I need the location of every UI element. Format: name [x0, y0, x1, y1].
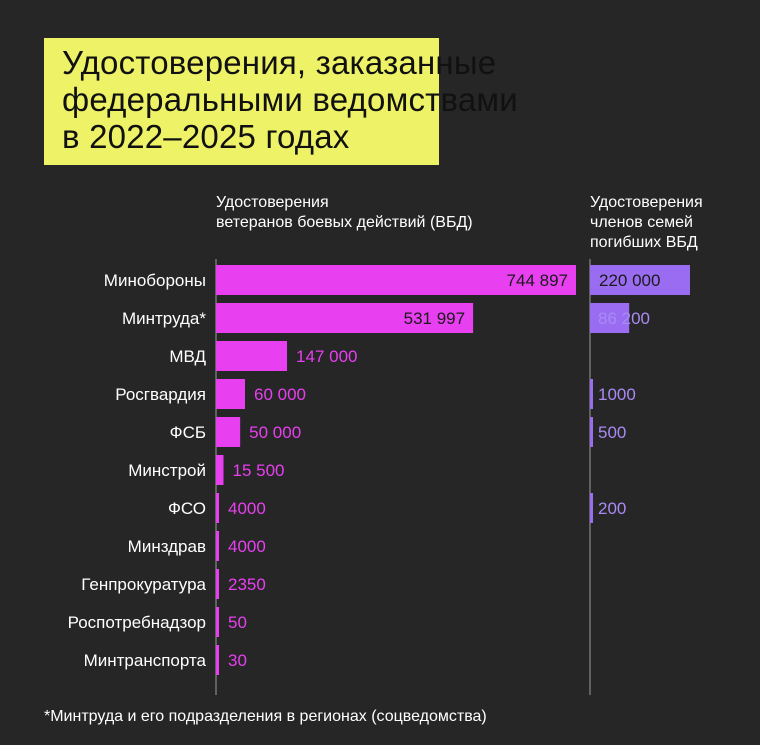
family-header-line-3: погибших ВБД: [590, 234, 698, 251]
family-header-line-2: членов семей: [590, 214, 693, 231]
vbd-value-label: 15 500: [232, 461, 284, 480]
vbd-header-line-2: ветеранов боевых действий (ВБД): [216, 214, 473, 231]
vbd-bar: [216, 417, 241, 447]
title-line-3: в 2022–2025 годах: [62, 118, 350, 155]
category-label: МВД: [169, 347, 206, 366]
vbd-value-label: 30: [228, 651, 247, 670]
family-value-label: 220 000: [599, 271, 660, 290]
vbd-value-label: 50: [228, 613, 247, 632]
category-label: Минтранспорта: [84, 651, 207, 670]
family-column-header: Удостоверения членов семей погибших ВБД: [590, 193, 750, 253]
family-value-label: 86 200: [598, 309, 650, 328]
family-bar: [590, 303, 630, 333]
vbd-bar: [216, 607, 219, 637]
footnote: *Минтруда и его подразделения в регионах…: [44, 708, 487, 725]
vbd-bar: [216, 303, 474, 333]
category-label: Росгвардия: [115, 385, 206, 404]
family-bar: [590, 265, 690, 295]
vbd-column-header: Удостоверения ветеранов боевых действий …: [216, 193, 473, 233]
category-label: Генпрокуратура: [81, 575, 206, 594]
vbd-bar: [216, 569, 219, 599]
chart-title: Удостоверения, заказанные федеральными в…: [44, 38, 518, 165]
vbd-bar: [216, 379, 245, 409]
category-label: Роспотребнадзор: [68, 613, 206, 632]
vbd-value-label: 50 000: [249, 423, 301, 442]
vbd-value-label: 2350: [228, 575, 266, 594]
family-value-label: 500: [598, 423, 626, 442]
vbd-value-label: 147 000: [296, 347, 357, 366]
vbd-value-label: 60 000: [254, 385, 306, 404]
category-label: Минстрой: [128, 461, 206, 480]
vbd-value-label: 4000: [228, 499, 266, 518]
category-label: ФСБ: [170, 423, 206, 442]
vbd-value-label: 744 897: [507, 271, 568, 290]
category-label: Минобороны: [104, 271, 206, 290]
family-header-line-1: Удостоверения: [590, 194, 703, 211]
title-line-1: Удостоверения, заказанные: [62, 44, 497, 81]
vbd-bar: [216, 341, 288, 371]
family-bar: [590, 493, 593, 523]
family-value-label: 1000: [598, 385, 636, 404]
category-label: Минздрав: [128, 537, 206, 556]
family-value-label: 200: [598, 499, 626, 518]
vbd-value-label: 4000: [228, 537, 266, 556]
vbd-header-line-1: Удостоверения: [216, 194, 329, 211]
family-bar: [590, 379, 593, 409]
vbd-bar: [216, 493, 219, 523]
category-label: ФСО: [168, 499, 206, 518]
vbd-bar: [216, 265, 576, 295]
vbd-bar: [216, 531, 219, 561]
family-bar: [590, 417, 593, 447]
vbd-value-label: 531 997: [404, 309, 465, 328]
category-label: Минтруда*: [122, 309, 206, 328]
vbd-bar: [216, 645, 219, 675]
vbd-bar: [216, 455, 224, 485]
